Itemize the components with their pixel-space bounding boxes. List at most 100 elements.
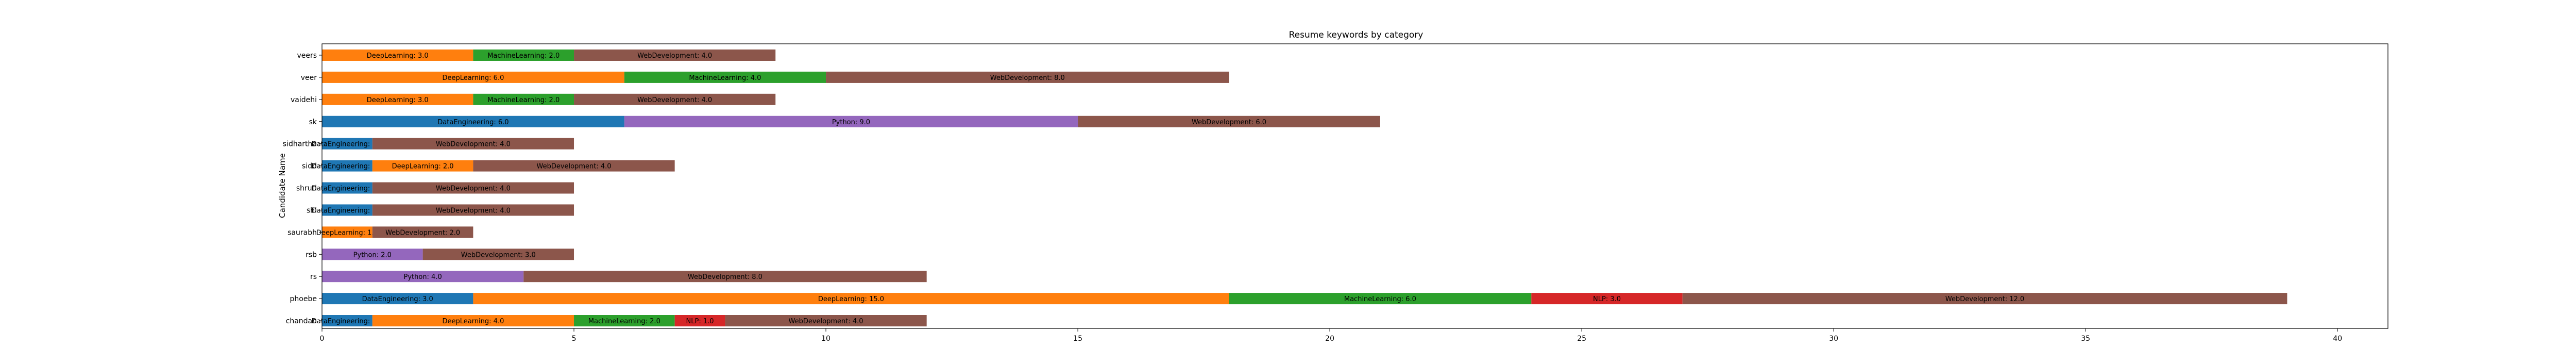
bar-segment-label: DeepLearning: 3.0 — [367, 96, 429, 104]
bar-segment-vaidehi-DeepLearning — [322, 93, 473, 105]
bar-segment-sidd-WebDevelopment — [473, 160, 675, 172]
bar-segment-label: MachineLearning: 2.0 — [487, 96, 560, 104]
x-tick-label: 35 — [2081, 335, 2090, 343]
bar-segment-veers-WebDevelopment — [574, 50, 776, 61]
y-tick-label: vaidehi — [291, 96, 317, 104]
bar-segment-vaidehi-WebDevelopment — [574, 93, 776, 105]
bar-segment-rs-WebDevelopment — [523, 271, 927, 283]
bar-segment-sk-Python — [624, 116, 1078, 127]
x-tick-label: 30 — [1829, 335, 1838, 343]
bar-segment-label: WebDevelopment: 4.0 — [537, 163, 612, 171]
bar-segment-shruti-DataEngineering — [322, 182, 372, 194]
bar-segment-saurabh-DeepLearning — [322, 226, 372, 238]
bar-segment-veer-MachineLearning — [624, 71, 826, 83]
bar-segment-sidd-DataEngineering — [322, 160, 372, 172]
bar-segment-label: DeepLearning: 2.0 — [392, 163, 454, 171]
bar-segment-label: NLP: 1.0 — [686, 318, 714, 325]
bar-segment-label: NLP: 3.0 — [1593, 295, 1621, 303]
bar-segment-rs-Python — [322, 271, 524, 283]
bar-segment-shruti-WebDevelopment — [372, 182, 574, 194]
bar-segment-label: WebDevelopment: 6.0 — [1192, 119, 1266, 126]
x-axis: 0 5 10 15 20 25 30 35 40 — [320, 328, 2342, 343]
bar-segment-saurabh-WebDevelopment — [372, 226, 473, 238]
bar-segment-label: DataEngineering: 6.0 — [437, 119, 509, 126]
bar-segment-label: DeepLearning: 4.0 — [442, 318, 504, 325]
bar-segment-veers-MachineLearning — [473, 50, 574, 61]
bar-segment-label: DataEngineering: 1.0 — [312, 185, 383, 193]
bar-segment-label: MachineLearning: 6.0 — [1344, 295, 1416, 303]
bar-segment-veer-DeepLearning — [322, 71, 624, 83]
bar-segment-sk-WebDevelopment — [1078, 116, 1380, 127]
bar-segment-chandan-WebDevelopment — [725, 315, 927, 326]
y-tick-label: veer — [301, 74, 317, 82]
bar-segment-label: Python: 2.0 — [353, 251, 392, 259]
bar-segment-rsb-WebDevelopment — [422, 249, 574, 260]
bar-segment-phoebe-DataEngineering — [322, 293, 473, 305]
bar-segment-label: MachineLearning: 4.0 — [689, 74, 761, 82]
bar-segment-sidhartha-WebDevelopment — [372, 138, 574, 150]
bar-segment-sk-DataEngineering — [322, 116, 624, 127]
bar-segment-label: WebDevelopment: 4.0 — [637, 96, 712, 104]
y-tick-label: veers — [297, 52, 317, 60]
bar-segment-label: DataEngineering: 1.0 — [312, 163, 383, 171]
bar-segment-label: DeepLearning: 3.0 — [367, 52, 429, 60]
bar-segment-shi-DataEngineering — [322, 204, 372, 216]
x-tick-label: 20 — [1325, 335, 1334, 343]
bar-segment-label: WebDevelopment: 4.0 — [789, 318, 863, 325]
bar-segment-label: WebDevelopment: 4.0 — [436, 185, 511, 193]
y-tick-label: shi — [307, 206, 317, 214]
y-axis: chandan phoebe rs rsb saurabh shi shruti sidd si… — [283, 52, 322, 325]
bar-segment-label: Python: 4.0 — [403, 273, 442, 281]
x-tick-label: 10 — [821, 335, 831, 343]
bar-segment-chandan-NLP — [674, 315, 725, 326]
bar-segment-label: WebDevelopment: 8.0 — [688, 273, 762, 281]
bar-segment-phoebe-MachineLearning — [1229, 293, 1532, 305]
bar-segment-label: MachineLearning: 2.0 — [487, 52, 560, 60]
bar-segment-sidd-DeepLearning — [372, 160, 473, 172]
bar-segment-chandan-DataEngineering — [322, 315, 372, 326]
bar-segment-label: WebDevelopment: 12.0 — [1945, 295, 2024, 303]
bar-segment-phoebe-NLP — [1531, 293, 1683, 305]
bar-segment-label: DeepLearning: 1.0 — [316, 229, 378, 237]
y-axis-label: Candidate Name — [278, 153, 287, 218]
x-tick-label: 15 — [1073, 335, 1082, 343]
y-tick-label: chandan — [286, 317, 317, 325]
y-tick-label: sidhartha — [283, 140, 317, 148]
x-tick-label: 5 — [572, 335, 577, 343]
bar-segment-phoebe-WebDevelopment — [1682, 293, 2287, 305]
y-tick-label: sidd — [302, 162, 317, 171]
bars-layer: DataEngineering: 1.0 DeepLearning: 4.0 Mac… — [312, 50, 2287, 326]
y-tick-label: sk — [309, 118, 317, 126]
x-tick-label: 25 — [1577, 335, 1586, 343]
plot-frame — [321, 43, 2388, 329]
y-tick-label: rsb — [306, 251, 317, 259]
bar-segment-label: DataEngineering: 1.0 — [312, 207, 383, 214]
y-tick-label: rs — [310, 273, 317, 281]
bar-segment-label: WebDevelopment: 4.0 — [637, 52, 712, 60]
bar-segment-shi-WebDevelopment — [372, 204, 574, 216]
y-tick-label: saurabh — [287, 228, 317, 237]
bar-segment-label: DataEngineering: 3.0 — [362, 295, 433, 303]
bar-segment-chandan-MachineLearning — [574, 315, 675, 326]
chart-title: Resume keywords by category — [1289, 30, 1423, 40]
bar-segment-veer-WebDevelopment — [826, 71, 1229, 83]
x-tick-label: 0 — [320, 335, 325, 343]
bar-segment-sidhartha-DataEngineering — [322, 138, 372, 150]
bar-segment-rsb-Python — [322, 249, 423, 260]
bar-segment-label: DataEngineering: 1.0 — [312, 318, 383, 325]
bar-segment-label: WebDevelopment: 4.0 — [436, 207, 511, 214]
bar-segment-phoebe-DeepLearning — [473, 293, 1229, 305]
bar-segment-label: WebDevelopment: 8.0 — [990, 74, 1065, 82]
bar-segment-label: WebDevelopment: 4.0 — [436, 141, 511, 148]
bar-segment-label: MachineLearning: 2.0 — [588, 318, 660, 325]
bar-segment-label: WebDevelopment: 3.0 — [461, 251, 536, 259]
bar-segment-veers-DeepLearning — [322, 50, 473, 61]
bar-segment-label: DeepLearning: 15.0 — [818, 295, 884, 303]
y-tick-label: phoebe — [290, 295, 317, 303]
bar-segment-label: Python: 9.0 — [832, 119, 870, 126]
x-tick-label: 40 — [2333, 335, 2342, 343]
bar-segment-chandan-DeepLearning — [372, 315, 574, 326]
bar-segment-vaidehi-MachineLearning — [473, 93, 574, 105]
